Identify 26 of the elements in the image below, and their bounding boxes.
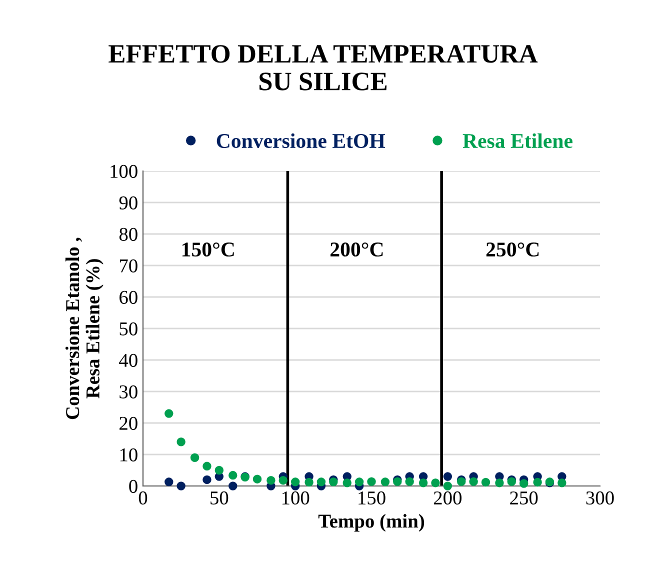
- x-tick-label: 100: [282, 491, 310, 505]
- y-axis-title: Conversione Etanolo , Resa Etilene (%): [65, 238, 104, 420]
- legend-label: Resa Etilene: [462, 133, 572, 148]
- annotation: 200°C: [330, 242, 383, 257]
- annotation: 250°C: [486, 242, 539, 257]
- y-tick-label: 0: [129, 480, 138, 493]
- y-tick-label: 100: [110, 164, 138, 178]
- x-tick-label: 200: [434, 491, 462, 505]
- x-tick-label: 250: [510, 491, 538, 505]
- legend-label: Conversione EtOH: [216, 133, 386, 148]
- y-tick-label: 30: [120, 385, 138, 398]
- y-tick-label: 20: [120, 416, 138, 430]
- y-tick-label: 50: [120, 322, 138, 336]
- y-tick-label: 70: [120, 259, 138, 272]
- y-tick-label: 60: [120, 290, 138, 304]
- x-tick-label: 300: [586, 491, 614, 505]
- x-axis-title: Tempo (min): [318, 514, 424, 532]
- annotation: 150°C: [182, 242, 234, 257]
- x-tick-label: 50: [210, 491, 228, 505]
- x-tick-label: 0: [138, 491, 148, 505]
- y-tick-label: 40: [119, 354, 138, 367]
- chart-title: EFFETTO DELLA TEMPERATURA SU SILICE: [108, 45, 538, 90]
- y-tick-label: 80: [119, 228, 138, 241]
- y-tick-label: 10: [120, 448, 138, 462]
- y-tick-label: 90: [119, 196, 138, 210]
- x-tick-label: 150: [358, 491, 386, 505]
